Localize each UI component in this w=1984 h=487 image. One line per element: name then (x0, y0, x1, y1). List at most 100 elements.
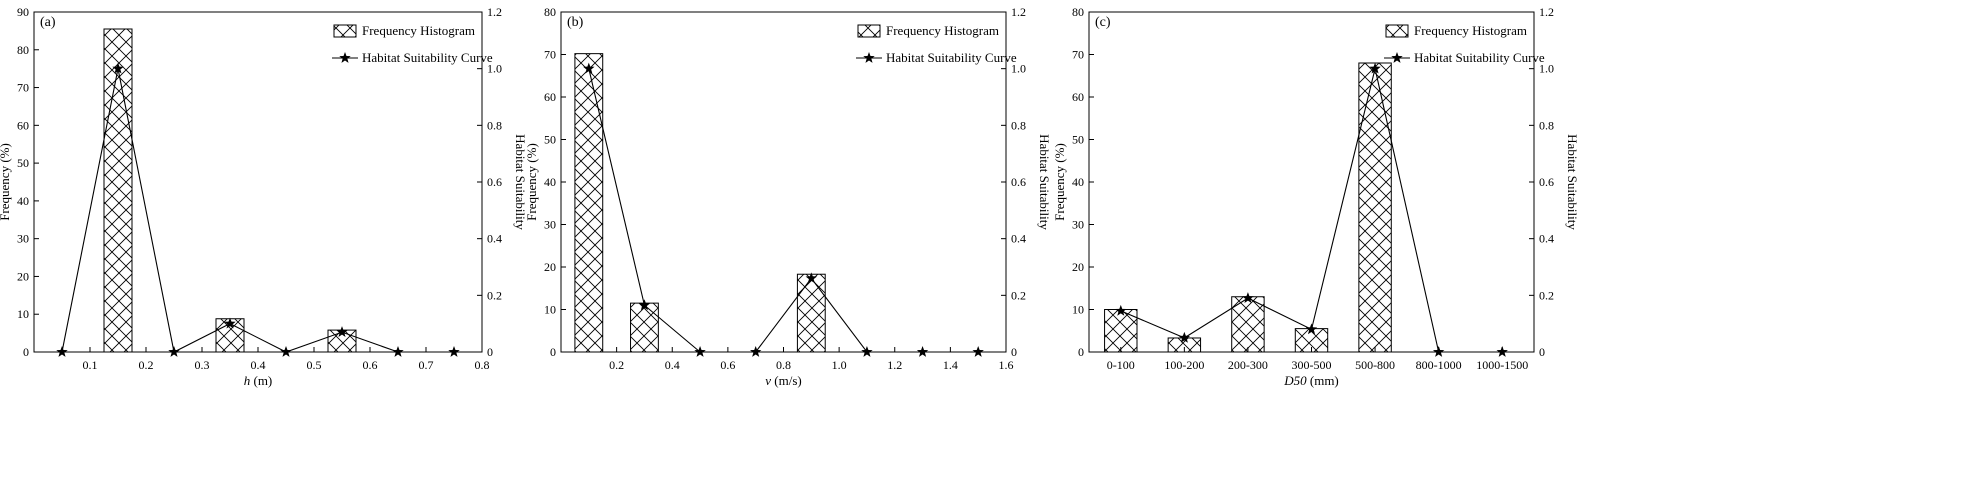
suitability-point[interactable] (112, 62, 124, 74)
x-tick-label: 0-100 (1107, 358, 1135, 372)
y2-tick-label: 0.6 (1539, 175, 1554, 189)
y2-tick-label: 1.2 (1011, 5, 1026, 19)
histogram-bar[interactable] (574, 53, 604, 353)
y-tick-label: 30 (544, 218, 556, 232)
x-axis-variable: v (765, 373, 771, 388)
x-tick-label: 1000-1500 (1476, 358, 1528, 372)
histogram-bar[interactable] (1231, 296, 1265, 353)
legend-histogram-label: Frequency Histogram (886, 23, 999, 38)
y-tick-label: 80 (544, 5, 556, 19)
suitability-point[interactable] (972, 346, 984, 357)
y2-tick-label: 1.0 (1539, 62, 1554, 76)
y2-tick-label: 0.8 (1539, 118, 1554, 132)
y2-tick-label: 0.4 (1539, 232, 1554, 246)
suitability-point[interactable] (224, 317, 236, 329)
y-tick-label: 40 (1072, 175, 1084, 189)
chart-panel-b: (b) 0 10 20 30 40 50 60 70 80 0 0.2 0.4 0.6 0.8 1.0 1.2 0… (524, 5, 1052, 388)
y-tick-label: 90 (17, 5, 29, 19)
y-tick-label: 40 (17, 194, 29, 208)
x-axis-unit: (m) (250, 373, 272, 388)
y2-tick-label: 0 (1011, 345, 1017, 359)
x-tick-label: 1.6 (999, 358, 1014, 372)
histogram-bar[interactable] (796, 273, 826, 353)
histogram-bar[interactable] (1358, 62, 1392, 353)
x-tick-label: 1.4 (943, 358, 958, 372)
panel-label: (a) (40, 15, 56, 30)
y-tick-label: 60 (544, 90, 556, 104)
histogram-bar[interactable] (103, 28, 133, 353)
x-tick-label: 0.2 (609, 358, 624, 372)
y-tick-label: 20 (1072, 260, 1084, 274)
x-tick-label: 200-300 (1228, 358, 1268, 372)
y2-tick-label: 0 (1539, 345, 1545, 359)
x-axis-variable: D50 (1283, 373, 1307, 388)
legend-histogram-swatch (857, 24, 881, 38)
suitability-point[interactable] (448, 346, 460, 357)
y2-tick-label: 0.6 (1011, 175, 1026, 189)
suitability-point[interactable] (1432, 346, 1445, 357)
legend-histogram-swatch (333, 24, 357, 38)
y-tick-label: 60 (17, 118, 29, 132)
y2-tick-label: 0.2 (1011, 288, 1026, 302)
y2-axis-label: Habitat Suitability (513, 134, 528, 230)
y-tick-label: 0 (23, 345, 29, 359)
suitability-point[interactable] (1305, 323, 1318, 335)
x-tick-label: 0.7 (419, 358, 434, 372)
suitability-point[interactable] (861, 346, 873, 357)
suitability-point[interactable] (916, 346, 929, 357)
x-tick-label: 300-500 (1292, 358, 1332, 372)
x-tick-label: 0.8 (475, 358, 490, 372)
x-tick-label: 0.8 (776, 358, 791, 372)
x-tick-label: 800-1000 (1416, 358, 1462, 372)
y2-tick-label: 1.0 (1011, 62, 1026, 76)
suitability-point[interactable] (805, 272, 818, 284)
suitability-point[interactable] (1242, 292, 1254, 304)
y-axis-label: Frequency (%) (1052, 143, 1067, 221)
y-tick-label: 60 (1072, 90, 1084, 104)
suitability-point[interactable] (56, 346, 68, 357)
suitability-point[interactable] (1496, 346, 1508, 357)
y2-axis-label: Habitat Suitability (1037, 134, 1052, 230)
y-tick-label: 20 (544, 260, 556, 274)
y2-tick-label: 0.4 (487, 232, 502, 246)
x-axis-unit: (m/s) (771, 373, 802, 388)
suitability-point[interactable] (392, 346, 404, 357)
x-tick-label: 0.4 (665, 358, 680, 372)
y-tick-label: 50 (544, 133, 556, 147)
histogram-bar[interactable] (1294, 328, 1329, 353)
panel-label: (b) (567, 15, 584, 30)
y2-tick-label: 0.2 (1539, 288, 1554, 302)
y-tick-label: 50 (1072, 133, 1084, 147)
y2-tick-label: 0.2 (487, 288, 502, 302)
y2-tick-label: 0.8 (1011, 118, 1026, 132)
suitability-point[interactable] (1178, 331, 1191, 343)
x-tick-label: 0.3 (195, 358, 210, 372)
x-axis-unit: (mm) (1307, 373, 1339, 388)
x-axis-label: D50 (mm) (1283, 373, 1339, 388)
legend-star-icon (1391, 52, 1403, 63)
chart-panel-a: (a) 0 10 20 30 40 50 60 70 80 90 0 0.2 0.4 0.6 0.8 1.0 1.… (0, 5, 528, 388)
x-tick-label: 0.1 (83, 358, 98, 372)
suitability-point[interactable] (336, 326, 348, 338)
suitability-point[interactable] (280, 346, 292, 357)
chart-panel-c: (c) 0 10 20 30 40 50 60 70 80 0 0.2 0.4 0.6 0.8 1.0 1.2 0… (1052, 5, 1580, 388)
suitability-point[interactable] (1115, 304, 1127, 316)
y-tick-label: 20 (17, 269, 29, 283)
suitability-point[interactable] (1369, 62, 1381, 74)
y-tick-label: 80 (17, 43, 29, 57)
suitability-curve-line (588, 68, 979, 353)
y-tick-label: 80 (1072, 5, 1084, 19)
suitability-point[interactable] (583, 62, 595, 74)
suitability-point[interactable] (749, 346, 762, 357)
y2-tick-label: 0.4 (1011, 232, 1026, 246)
chart-panels: (a) 0 10 20 30 40 50 60 70 80 90 0 0.2 0.4 0.6 0.8 1.0 1.… (0, 5, 1580, 388)
suitability-point[interactable] (694, 346, 706, 357)
x-axis-label: v (m/s) (765, 373, 801, 388)
suitability-point[interactable] (638, 299, 651, 311)
legend-star-icon (863, 52, 875, 63)
x-tick-label: 500-800 (1355, 358, 1395, 372)
y-axis-label: Frequency (%) (524, 143, 539, 221)
y-tick-label: 40 (544, 175, 556, 189)
suitability-point[interactable] (168, 346, 180, 357)
histogram-bar[interactable] (630, 302, 659, 353)
